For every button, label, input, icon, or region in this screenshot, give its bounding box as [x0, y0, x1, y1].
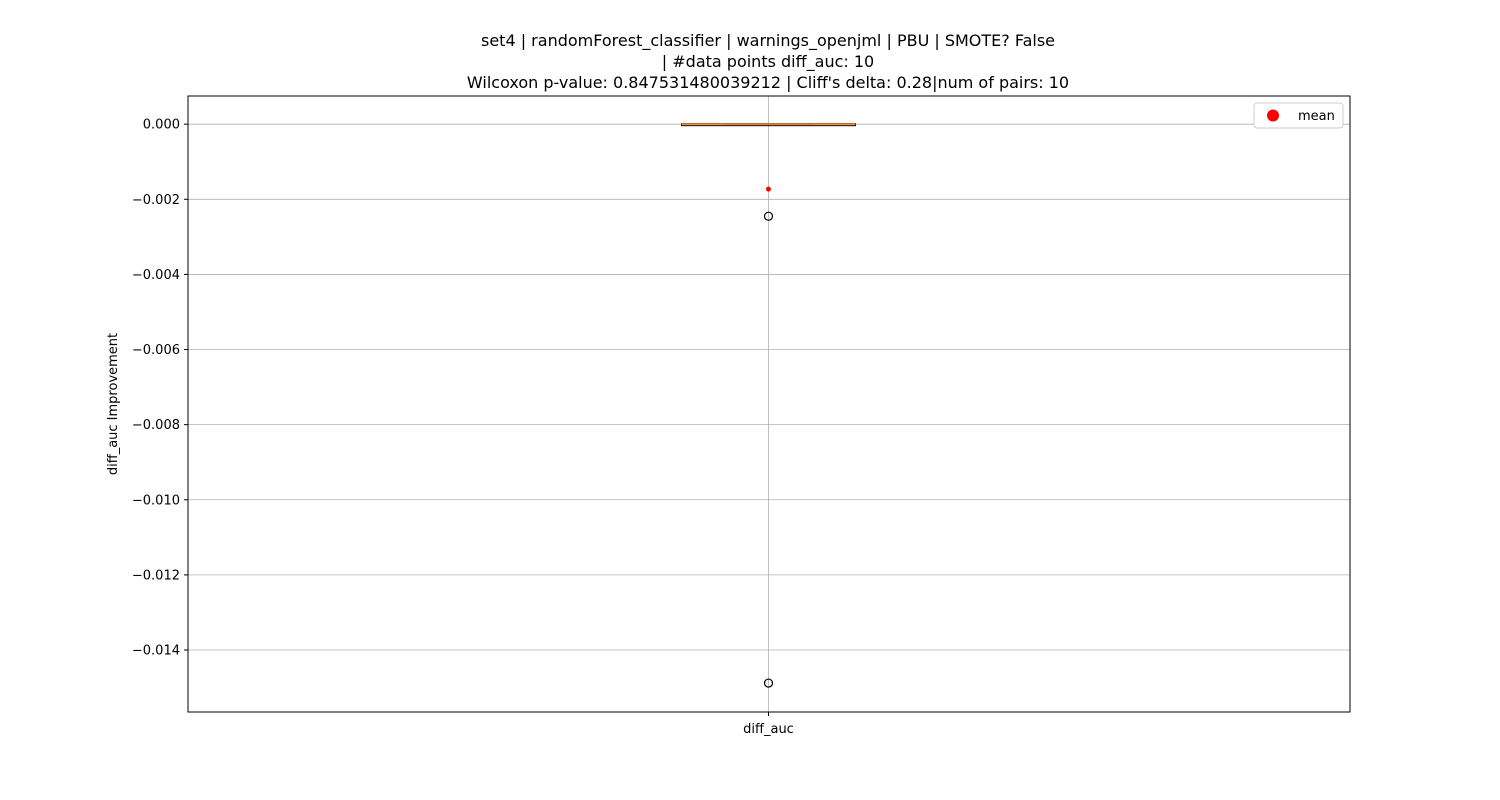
y-axis-label: diff_auc Improvement: [106, 333, 121, 475]
chart-title-line-1: set4 | randomForest_classifier | warning…: [481, 31, 1055, 51]
mean-point: [766, 186, 771, 192]
legend-box: [1253, 102, 1344, 129]
legend-mean-label: mean: [1298, 109, 1335, 124]
axis-ticks: 0.000 −0.002 −0.004 −0.006 −0.008 −0.010 −0.01…: [132, 118, 794, 737]
y-tick-label: −0.008: [132, 418, 180, 433]
outlier-point: [763, 678, 774, 688]
y-tick-label: −0.014: [132, 644, 180, 659]
outlier-point: [763, 211, 774, 221]
chart-title-line-2: | #data points diff_auc: 10: [662, 52, 874, 72]
y-tick-label: −0.006: [132, 343, 180, 358]
y-tick-label: −0.002: [132, 193, 180, 208]
y-tick-label: 0.000: [143, 118, 180, 133]
box-plot: [681, 123, 856, 688]
y-tick-label: −0.004: [132, 268, 180, 283]
y-tick-label: −0.010: [132, 493, 180, 508]
legend: mean: [1253, 102, 1344, 129]
y-tick-label: −0.012: [132, 568, 180, 583]
grid-layer: [188, 96, 1350, 712]
legend-mean-marker: [1267, 109, 1279, 122]
plot-area-frame: [187, 95, 1351, 713]
chart-title-line-3: Wilcoxon p-value: 0.847531480039212 | Cl…: [467, 73, 1069, 92]
x-tick-label: diff_auc: [743, 722, 794, 737]
